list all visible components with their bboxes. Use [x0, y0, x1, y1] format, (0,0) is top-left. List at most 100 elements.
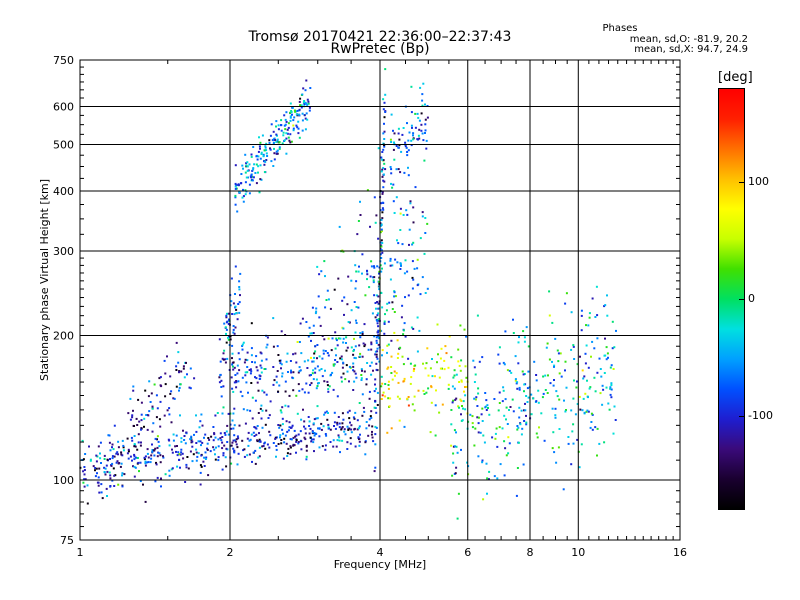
- data-point: [564, 369, 566, 372]
- data-point: [241, 196, 244, 199]
- data-point: [404, 141, 407, 144]
- data-point: [231, 313, 234, 315]
- data-point: [352, 350, 355, 352]
- data-point: [226, 312, 228, 315]
- data-point: [296, 109, 299, 112]
- data-point: [242, 200, 245, 203]
- data-point: [591, 340, 594, 343]
- data-point: [274, 139, 277, 141]
- data-point: [316, 365, 319, 368]
- data-point: [586, 409, 589, 412]
- data-point: [292, 129, 295, 132]
- data-point: [285, 137, 288, 140]
- data-point: [375, 342, 378, 344]
- data-point: [369, 415, 372, 418]
- data-point: [237, 352, 240, 355]
- data-point: [496, 477, 499, 480]
- data-point: [481, 420, 484, 422]
- data-point: [236, 318, 239, 321]
- data-point: [342, 361, 345, 364]
- data-point: [352, 353, 355, 356]
- data-point: [259, 141, 262, 144]
- data-point: [250, 354, 253, 357]
- data-point: [230, 277, 233, 280]
- data-point: [376, 322, 379, 325]
- data-point: [583, 375, 586, 378]
- data-point: [234, 305, 237, 308]
- data-point: [416, 112, 419, 115]
- data-point: [100, 483, 103, 486]
- data-point: [332, 363, 335, 366]
- data-point: [150, 392, 153, 395]
- data-point: [441, 367, 443, 370]
- data-point: [119, 465, 122, 468]
- data-point: [512, 332, 515, 334]
- data-point: [240, 182, 243, 185]
- data-point: [517, 362, 520, 365]
- data-point: [307, 102, 310, 105]
- data-point: [95, 454, 98, 457]
- data-point: [430, 385, 433, 388]
- data-point: [368, 390, 371, 393]
- data-point: [353, 348, 355, 351]
- data-point: [293, 116, 296, 119]
- data-point: [522, 330, 525, 333]
- data-point: [265, 393, 268, 396]
- data-point: [459, 324, 462, 327]
- data-point: [376, 320, 379, 323]
- data-point: [287, 405, 290, 408]
- data-point: [563, 399, 565, 402]
- data-point: [519, 423, 522, 426]
- data-point: [244, 371, 247, 374]
- data-point: [378, 270, 381, 273]
- data-point: [149, 461, 152, 464]
- data-point: [297, 132, 300, 135]
- data-point: [159, 376, 162, 379]
- data-point: [488, 470, 491, 473]
- data-point: [610, 396, 613, 399]
- data-point: [370, 348, 373, 351]
- data-point: [116, 451, 119, 454]
- data-point: [233, 407, 236, 410]
- data-point: [175, 385, 178, 388]
- data-point: [472, 359, 475, 362]
- data-point: [572, 442, 575, 445]
- data-point: [548, 290, 551, 293]
- data-point: [483, 441, 486, 444]
- data-point: [186, 373, 188, 376]
- data-point: [287, 136, 290, 139]
- data-point: [242, 195, 245, 198]
- data-point: [322, 425, 325, 428]
- data-point: [337, 434, 340, 437]
- data-point: [155, 463, 158, 466]
- data-point: [368, 424, 371, 427]
- data-point: [393, 141, 395, 144]
- data-point: [505, 454, 508, 457]
- data-point: [230, 427, 233, 430]
- data-point: [342, 418, 345, 421]
- data-point: [553, 364, 556, 367]
- data-point: [403, 171, 406, 174]
- data-point: [571, 430, 574, 433]
- data-point: [431, 375, 434, 378]
- data-point: [219, 360, 222, 363]
- data-point: [289, 360, 292, 362]
- data-point: [502, 386, 505, 389]
- data-point: [117, 453, 119, 456]
- data-point: [460, 359, 463, 362]
- data-point: [324, 350, 327, 352]
- data-point: [384, 68, 387, 71]
- data-point: [121, 472, 124, 475]
- data-point: [379, 209, 382, 212]
- data-point: [350, 346, 353, 349]
- data-point: [383, 162, 386, 165]
- data-point: [324, 369, 326, 372]
- data-point: [204, 433, 207, 436]
- data-point: [392, 183, 395, 186]
- data-point: [366, 362, 369, 364]
- data-point: [438, 411, 441, 414]
- data-point: [393, 158, 396, 161]
- data-point: [424, 292, 427, 294]
- data-point: [103, 466, 106, 469]
